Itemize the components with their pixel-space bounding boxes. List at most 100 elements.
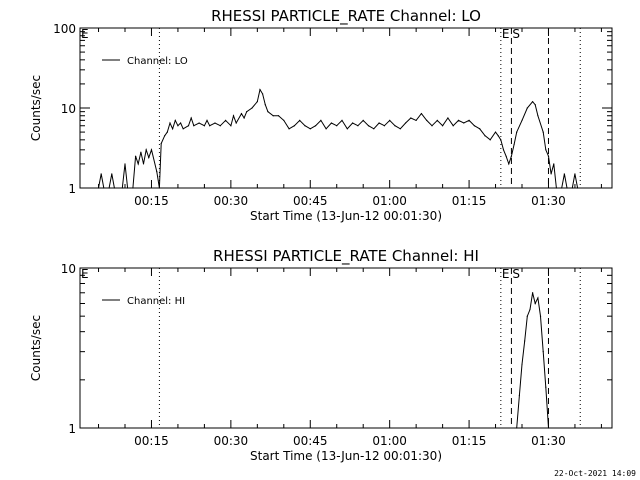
lo-data-point	[553, 163, 555, 165]
lo-data-point	[494, 131, 497, 133]
lo-data-point	[214, 122, 216, 124]
lo-data-point	[235, 122, 237, 124]
hi-x-tick-label: 00:45	[293, 434, 328, 448]
lo-data-point	[243, 117, 245, 119]
lo-data-point	[111, 173, 113, 175]
lo-data-point	[137, 163, 139, 165]
lo-data-point	[550, 173, 552, 175]
lo-data-point	[293, 125, 295, 127]
lo-data-point	[288, 128, 290, 130]
lo-data-point	[547, 155, 550, 157]
lo-data-point	[336, 125, 338, 127]
lo-data-point	[304, 125, 306, 127]
lo-data-point	[256, 101, 258, 103]
lo-data-point	[246, 111, 248, 113]
lo-data-point	[272, 115, 274, 117]
lo-data-point	[267, 111, 269, 113]
hi-marker-label: E	[81, 267, 89, 281]
lo-data-point	[399, 128, 401, 130]
lo-data-point	[140, 151, 142, 153]
lo-data-point	[534, 104, 536, 106]
lo-data-point	[262, 93, 264, 95]
lo-data-point	[277, 115, 280, 117]
lo-data-point	[224, 119, 227, 121]
hi-series-line	[516, 292, 549, 429]
hi-y-tick-label: 1	[68, 422, 76, 436]
lo-data-point	[240, 113, 243, 115]
lo-x-tick-label: 01:30	[531, 194, 566, 208]
lo-data-point	[463, 122, 465, 124]
lo-data-point	[457, 119, 460, 121]
lo-data-point	[479, 128, 481, 130]
lo-data-point	[206, 119, 208, 121]
lo-data-point	[442, 125, 444, 127]
lo-data-point	[190, 117, 192, 119]
lo-x-tick-label: 00:45	[293, 194, 328, 208]
lo-data-point	[182, 128, 184, 130]
lo-marker-label: E	[81, 27, 89, 41]
lo-data-point	[97, 187, 100, 189]
lo-legend-label: Channel: LO	[127, 56, 188, 67]
lo-data-point	[121, 187, 123, 189]
lo-data-point	[187, 125, 190, 127]
lo-data-point	[431, 125, 433, 127]
lo-data-point	[500, 139, 502, 141]
hi-plot-frame	[79, 267, 613, 429]
lo-data-point	[103, 187, 105, 189]
lo-data-point	[473, 125, 475, 127]
lo-data-point	[156, 171, 158, 173]
lo-data-point	[264, 104, 266, 106]
lo-y-tick-label: 10	[61, 102, 76, 116]
lo-data-point	[362, 119, 364, 121]
lo-data-point	[346, 128, 348, 130]
lo-data-point	[510, 155, 513, 157]
lo-data-point	[145, 149, 147, 151]
lo-data-point	[420, 113, 423, 115]
hi-x-tick-label: 01:30	[531, 434, 566, 448]
lo-data-point	[373, 128, 375, 130]
lo-series-line	[98, 88, 579, 189]
lo-x-tick-label: 01:00	[372, 194, 407, 208]
lo-data-point	[352, 122, 354, 124]
lo-data-point	[314, 125, 317, 127]
lo-data-point	[150, 149, 153, 151]
lo-x-tick-label: 01:15	[452, 194, 487, 208]
lo-data-point	[436, 119, 438, 121]
lo-data-point	[502, 149, 505, 151]
lo-data-point	[531, 101, 534, 103]
lo-data-point	[108, 187, 110, 189]
lo-data-point	[404, 122, 407, 124]
hi-data-point	[518, 394, 520, 396]
hi-data-point	[516, 427, 518, 429]
date-stamp: 22-Oct-2021 14:09	[554, 469, 636, 478]
hi-data-point	[529, 308, 531, 311]
hi-y-axis-label: Counts/sec	[29, 315, 43, 381]
lo-data-point	[513, 143, 515, 146]
lo-data-point	[113, 187, 116, 189]
lo-data-point	[378, 122, 380, 124]
hi-data-point	[531, 292, 534, 294]
lo-data-point	[209, 125, 211, 127]
hi-data-point	[521, 363, 523, 365]
lo-data-point	[394, 125, 396, 127]
hi-chart-title: RHESSI PARTICLE_RATE Channel: HI	[213, 247, 479, 266]
lo-x-tick-label: 00:30	[214, 194, 249, 208]
lo-data-point	[142, 163, 145, 165]
lo-data-point	[166, 131, 168, 133]
lo-data-point	[320, 119, 322, 121]
hi-legend-label: Channel: HI	[127, 296, 185, 307]
hi-data-point	[524, 340, 526, 342]
lo-data-point	[426, 119, 428, 121]
hi-x-tick-label: 00:15	[134, 434, 169, 448]
lo-chart-title: RHESSI PARTICLE_RATE Channel: LO	[211, 7, 481, 26]
hi-x-tick-label: 01:00	[372, 434, 407, 448]
hi-data-point	[526, 315, 528, 317]
lo-data-point	[389, 119, 391, 121]
lo-data-point	[497, 135, 499, 137]
lo-data-point	[251, 107, 253, 109]
lo-data-point	[526, 107, 528, 109]
lo-data-point	[100, 173, 102, 175]
hi-data-point	[539, 315, 542, 317]
hi-data-point	[537, 297, 539, 299]
lo-data-point	[447, 117, 449, 119]
